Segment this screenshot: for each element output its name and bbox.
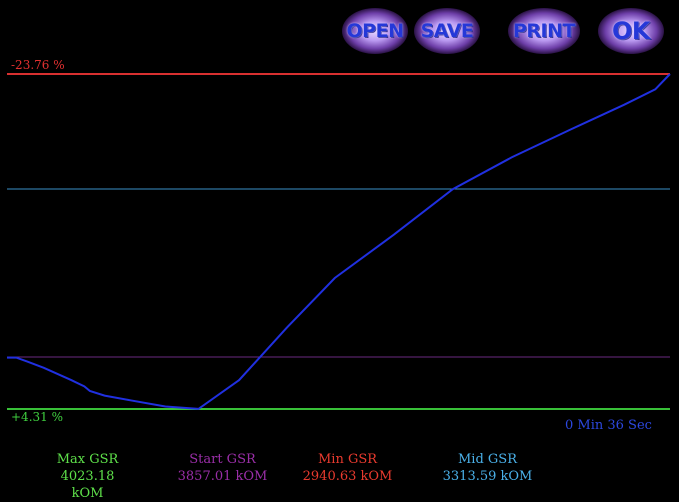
max-gsr-value: 4023.18 kOM <box>60 469 115 501</box>
mid-gsr-label: Mid GSR <box>457 452 517 467</box>
gsr-trace <box>7 73 671 410</box>
max-gsr-label: Max GSR <box>56 452 119 467</box>
min-gsr-stat: Min GSR 2940.63 kOM <box>300 451 395 485</box>
min-gsr-value: 2940.63 kOM <box>302 469 393 484</box>
max-gsr-stat: Max GSR 4023.18 kOM <box>45 451 130 502</box>
gsr-plot <box>7 73 671 410</box>
min-gsr-label: Min GSR <box>317 452 378 467</box>
print-button[interactable]: PRINT <box>508 8 580 54</box>
save-button[interactable]: SAVE <box>414 8 480 54</box>
top-percent-label: -23.76 % <box>11 58 65 72</box>
open-label: OPEN <box>346 20 404 42</box>
start-gsr-value: 3857.01 kOM <box>177 469 268 484</box>
start-gsr-label: Start GSR <box>189 452 256 467</box>
elapsed-time: 0 Min 36 Sec <box>565 418 652 433</box>
mid-gsr-value: 3313.59 kOM <box>442 469 533 484</box>
bottom-percent-label: +4.31 % <box>11 410 63 424</box>
ok-button[interactable]: OK <box>598 8 664 54</box>
open-button[interactable]: OPEN <box>342 8 408 54</box>
mid-gsr-stat: Mid GSR 3313.59 kOM <box>440 451 535 485</box>
print-label: PRINT <box>513 20 576 42</box>
save-label: SAVE <box>420 20 474 42</box>
ok-label: OK <box>612 17 651 45</box>
start-gsr-stat: Start GSR 3857.01 kOM <box>175 451 270 485</box>
